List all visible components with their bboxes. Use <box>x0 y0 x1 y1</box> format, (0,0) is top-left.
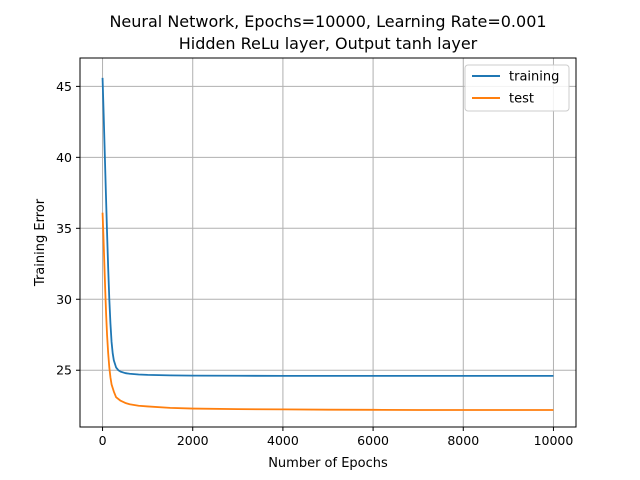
legend-label-training: training <box>509 70 559 85</box>
y-tick-label: 35 <box>56 221 72 236</box>
y-tick-label: 40 <box>56 150 72 165</box>
y-tick-label: 25 <box>56 363 72 378</box>
y-axis-ticks: 25 30 35 40 45 <box>56 79 80 378</box>
x-tick-label: 6000 <box>357 433 389 448</box>
y-tick-label: 30 <box>56 292 72 307</box>
legend-label-test: test <box>509 92 534 107</box>
x-tick-label: 8000 <box>447 433 479 448</box>
series-line-training <box>101 77 554 377</box>
chart-title: Neural Network, Epochs=10000, Learning R… <box>109 12 546 31</box>
y-tick-label: 45 <box>56 79 72 94</box>
y-axis-label: Training Error <box>33 198 48 287</box>
x-tick-label: 0 <box>99 433 107 448</box>
plot-area <box>80 58 576 427</box>
x-axis-label: Number of Epochs <box>268 456 388 471</box>
chart-subtitle: Hidden ReLu layer, Output tanh layer <box>179 34 478 53</box>
x-tick-label: 4000 <box>267 433 299 448</box>
x-tick-label: 2000 <box>177 433 209 448</box>
legend: training test <box>464 64 570 112</box>
plot-frame <box>79 57 577 428</box>
series-line-test <box>101 212 554 411</box>
x-tick-label: 10000 <box>534 433 574 448</box>
series-lines <box>101 77 554 411</box>
x-axis-ticks: 0 2000 4000 6000 8000 10000 <box>99 427 574 448</box>
